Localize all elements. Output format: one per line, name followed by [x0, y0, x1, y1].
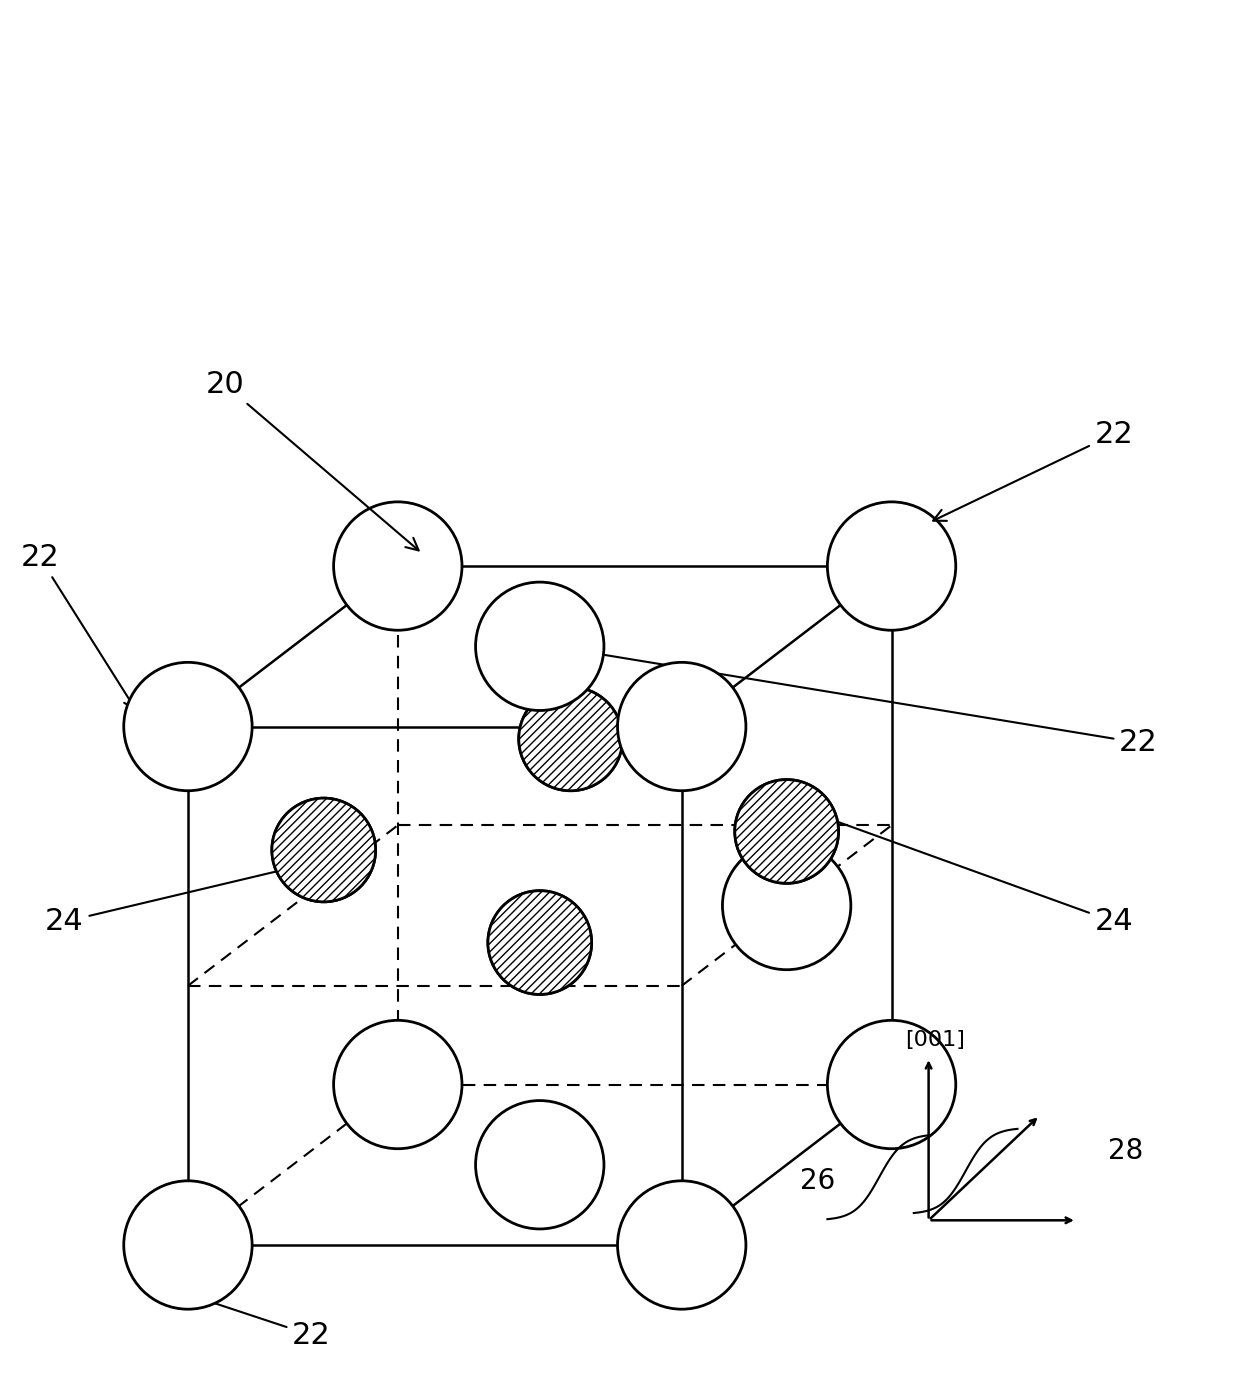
- Text: 22: 22: [192, 1294, 331, 1350]
- Circle shape: [124, 662, 252, 790]
- Text: 22: 22: [20, 543, 136, 710]
- Circle shape: [124, 1180, 252, 1309]
- Circle shape: [334, 502, 463, 630]
- Circle shape: [735, 779, 838, 884]
- Text: 20: 20: [206, 370, 419, 550]
- Text: 24: 24: [45, 848, 362, 936]
- Text: 28: 28: [1109, 1136, 1143, 1165]
- Text: 22: 22: [557, 643, 1158, 757]
- Circle shape: [476, 582, 604, 710]
- Circle shape: [518, 687, 622, 790]
- Circle shape: [334, 1020, 463, 1149]
- Circle shape: [487, 891, 591, 994]
- Text: 22: 22: [934, 419, 1133, 521]
- Text: [001]: [001]: [905, 1030, 965, 1049]
- Circle shape: [618, 1180, 746, 1309]
- Circle shape: [272, 798, 376, 902]
- Circle shape: [618, 662, 746, 790]
- Circle shape: [723, 841, 851, 969]
- Text: 26: 26: [800, 1168, 835, 1196]
- Circle shape: [272, 798, 376, 902]
- Text: 24: 24: [766, 794, 1133, 936]
- Circle shape: [827, 502, 956, 630]
- Circle shape: [487, 891, 591, 994]
- Circle shape: [827, 1020, 956, 1149]
- Circle shape: [476, 1100, 604, 1229]
- Circle shape: [518, 687, 622, 790]
- Circle shape: [735, 779, 838, 884]
